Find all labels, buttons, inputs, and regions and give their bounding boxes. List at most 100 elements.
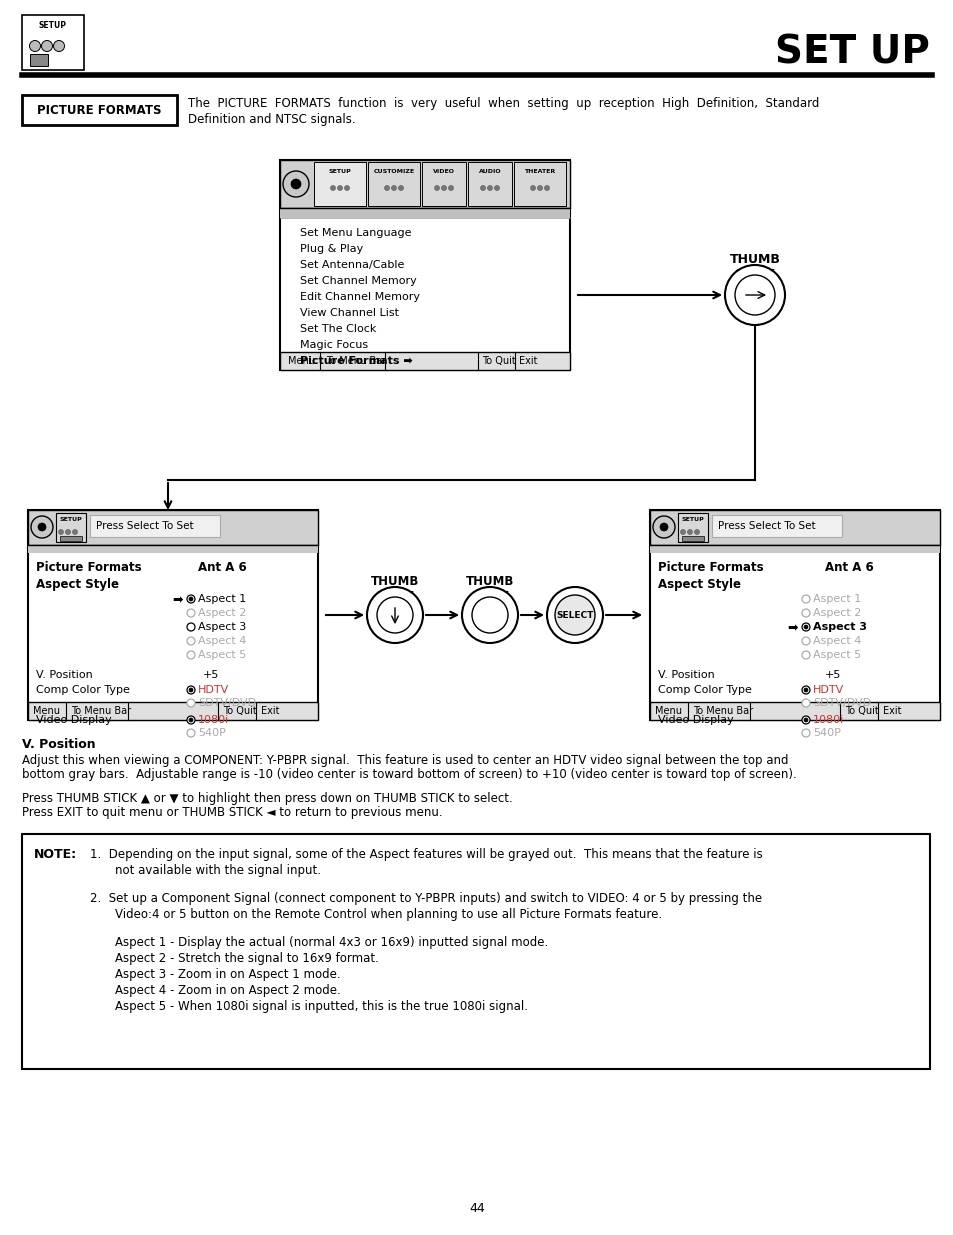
Text: +5: +5: [824, 671, 841, 680]
Text: Set Channel Memory: Set Channel Memory: [299, 275, 416, 287]
Circle shape: [391, 185, 396, 190]
Circle shape: [38, 522, 46, 531]
Text: V. Position: V. Position: [22, 739, 95, 751]
Circle shape: [494, 185, 499, 190]
Circle shape: [652, 516, 675, 538]
Text: Aspect 3 - Zoom in on Aspect 1 mode.: Aspect 3 - Zoom in on Aspect 1 mode.: [115, 968, 340, 981]
Bar: [28, 545, 317, 553]
Circle shape: [66, 530, 71, 535]
Text: Aspect 4: Aspect 4: [812, 636, 861, 646]
Circle shape: [487, 185, 492, 190]
Bar: [649, 545, 939, 553]
Text: Picture Formats: Picture Formats: [36, 561, 141, 574]
Text: Press EXIT to quit menu or THUMB STICK ◄ to return to previous menu.: Press EXIT to quit menu or THUMB STICK ◄…: [22, 806, 442, 819]
Text: Menu: Menu: [655, 706, 681, 716]
Text: Set Antenna/Cable: Set Antenna/Cable: [299, 261, 404, 270]
Text: ➡: ➡: [786, 622, 797, 635]
Circle shape: [803, 718, 807, 722]
Circle shape: [801, 651, 809, 659]
Bar: [28, 510, 317, 545]
Circle shape: [72, 530, 77, 535]
Text: Aspect Style: Aspect Style: [658, 578, 740, 592]
Bar: [678, 513, 707, 542]
Text: Aspect 2: Aspect 2: [198, 608, 246, 618]
Text: THUMB
STICK: THUMB STICK: [371, 576, 418, 603]
Circle shape: [434, 185, 439, 190]
Circle shape: [448, 185, 453, 190]
Circle shape: [555, 595, 595, 635]
Text: HDTV: HDTV: [198, 685, 229, 695]
Circle shape: [801, 685, 809, 694]
Circle shape: [398, 185, 403, 190]
Text: Aspect 1: Aspect 1: [812, 594, 861, 604]
Circle shape: [734, 275, 774, 315]
Text: Video Display: Video Display: [36, 715, 112, 725]
Circle shape: [189, 718, 193, 722]
Text: To Quit: To Quit: [223, 706, 256, 716]
Text: To Quit: To Quit: [844, 706, 878, 716]
Bar: [314, 162, 366, 206]
Bar: [22, 15, 84, 70]
Text: Aspect 4 - Zoom in on Aspect 2 mode.: Aspect 4 - Zoom in on Aspect 2 mode.: [115, 984, 340, 997]
Text: View Channel List: View Channel List: [299, 308, 398, 317]
Text: SETUP: SETUP: [39, 21, 67, 30]
Bar: [280, 161, 569, 370]
Circle shape: [187, 637, 194, 645]
Text: To Menu Bar: To Menu Bar: [326, 356, 386, 366]
Bar: [28, 701, 317, 720]
Bar: [468, 162, 512, 206]
Text: V. Position: V. Position: [658, 671, 714, 680]
Circle shape: [679, 530, 685, 535]
Circle shape: [480, 185, 485, 190]
Text: not available with the signal input.: not available with the signal input.: [115, 864, 320, 877]
Circle shape: [187, 651, 194, 659]
Bar: [90, 515, 220, 537]
Circle shape: [694, 530, 699, 535]
Circle shape: [803, 688, 807, 692]
Circle shape: [801, 595, 809, 603]
Circle shape: [53, 41, 65, 52]
Circle shape: [441, 185, 446, 190]
Text: Edit Channel Memory: Edit Channel Memory: [299, 291, 419, 303]
Text: Aspect 4: Aspect 4: [198, 636, 246, 646]
Bar: [649, 701, 939, 720]
Text: Adjust this when viewing a COMPONENT: Y-PBPR signal.  This feature is used to ce: Adjust this when viewing a COMPONENT: Y-…: [22, 755, 788, 767]
Text: SDTV/DVD: SDTV/DVD: [812, 698, 870, 708]
Text: Set The Clock: Set The Clock: [299, 324, 376, 333]
Text: Aspect 2: Aspect 2: [812, 608, 861, 618]
Circle shape: [384, 185, 389, 190]
Bar: [368, 162, 419, 206]
Circle shape: [189, 597, 193, 601]
Text: SDTV/DVD: SDTV/DVD: [198, 698, 255, 708]
Text: 1.  Depending on the input signal, some of the Aspect features will be grayed ou: 1. Depending on the input signal, some o…: [90, 848, 762, 861]
Text: NOTE:: NOTE:: [34, 848, 77, 861]
Text: CUSTOMIZE: CUSTOMIZE: [373, 169, 415, 174]
Bar: [681, 536, 703, 541]
Circle shape: [530, 185, 535, 190]
Circle shape: [187, 716, 194, 724]
Bar: [30, 54, 48, 65]
Text: 540P: 540P: [198, 727, 226, 739]
Text: Aspect 5: Aspect 5: [812, 650, 861, 659]
Text: Aspect 5: Aspect 5: [198, 650, 246, 659]
Circle shape: [801, 622, 809, 631]
Circle shape: [801, 609, 809, 618]
Text: The  PICTURE  FORMATS  function  is  very  useful  when  setting  up  reception : The PICTURE FORMATS function is very use…: [188, 98, 819, 110]
Circle shape: [187, 729, 194, 737]
Circle shape: [30, 516, 53, 538]
Text: Plug & Play: Plug & Play: [299, 245, 363, 254]
Text: Press THUMB STICK ▲ or ▼ to highlight then press down on THUMB STICK to select.: Press THUMB STICK ▲ or ▼ to highlight th…: [22, 792, 512, 805]
Text: Menu: Menu: [288, 356, 314, 366]
Circle shape: [283, 170, 309, 198]
Text: 2.  Set up a Component Signal (connect component to Y-PBPR inputs) and switch to: 2. Set up a Component Signal (connect co…: [90, 892, 761, 905]
Text: AUDIO: AUDIO: [478, 169, 500, 174]
Circle shape: [546, 587, 602, 643]
Bar: [280, 352, 569, 370]
Bar: [711, 515, 841, 537]
Text: Video:4 or 5 button on the Remote Control when planning to use all Picture Forma: Video:4 or 5 button on the Remote Contro…: [115, 908, 661, 921]
Text: Comp Color Type: Comp Color Type: [658, 685, 751, 695]
Bar: [421, 162, 465, 206]
Text: Exit: Exit: [261, 706, 279, 716]
Text: Magic Focus: Magic Focus: [299, 340, 368, 350]
Circle shape: [367, 587, 422, 643]
